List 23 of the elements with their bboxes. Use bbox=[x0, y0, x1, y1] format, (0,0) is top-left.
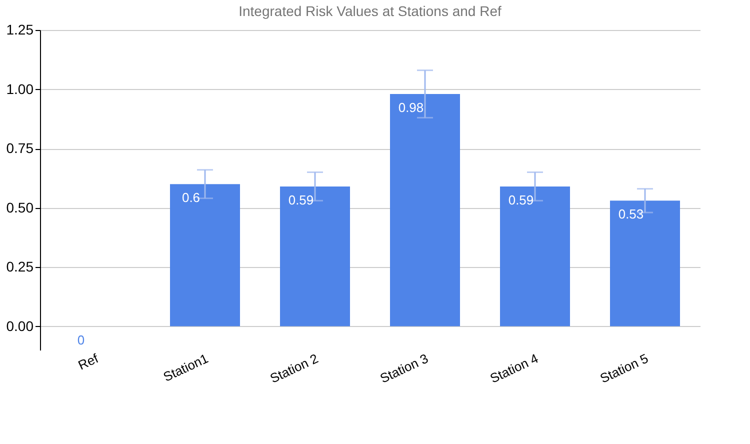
x-tick-label: Station 5 bbox=[598, 350, 650, 386]
x-tick-label: Station 2 bbox=[268, 350, 320, 386]
x-tick-label: Station 3 bbox=[378, 350, 430, 386]
bar bbox=[610, 200, 680, 326]
data-label: 0.6 bbox=[182, 190, 200, 206]
data-label: 0 bbox=[77, 332, 85, 348]
x-tick-label: Station 4 bbox=[488, 350, 540, 386]
data-label: 0.53 bbox=[618, 206, 644, 222]
y-tick-label: 1.00 bbox=[6, 80, 34, 97]
x-tick-label: Ref bbox=[76, 350, 101, 373]
chart-title: Integrated Risk Values at Stations and Ref bbox=[238, 3, 502, 19]
bar bbox=[280, 186, 350, 326]
y-tick-label: 0.50 bbox=[6, 199, 34, 216]
bar bbox=[170, 184, 240, 326]
data-label: 0.59 bbox=[288, 192, 314, 208]
y-tick-label: 0.00 bbox=[6, 318, 34, 334]
y-tick-label: 1.25 bbox=[6, 22, 34, 38]
bar bbox=[500, 186, 570, 326]
y-tick-label: 0.25 bbox=[6, 258, 34, 275]
y-tick-label: 0.75 bbox=[6, 140, 34, 156]
data-label: 0.98 bbox=[398, 100, 424, 115]
bar bbox=[390, 94, 460, 326]
data-label: 0.59 bbox=[508, 192, 534, 208]
